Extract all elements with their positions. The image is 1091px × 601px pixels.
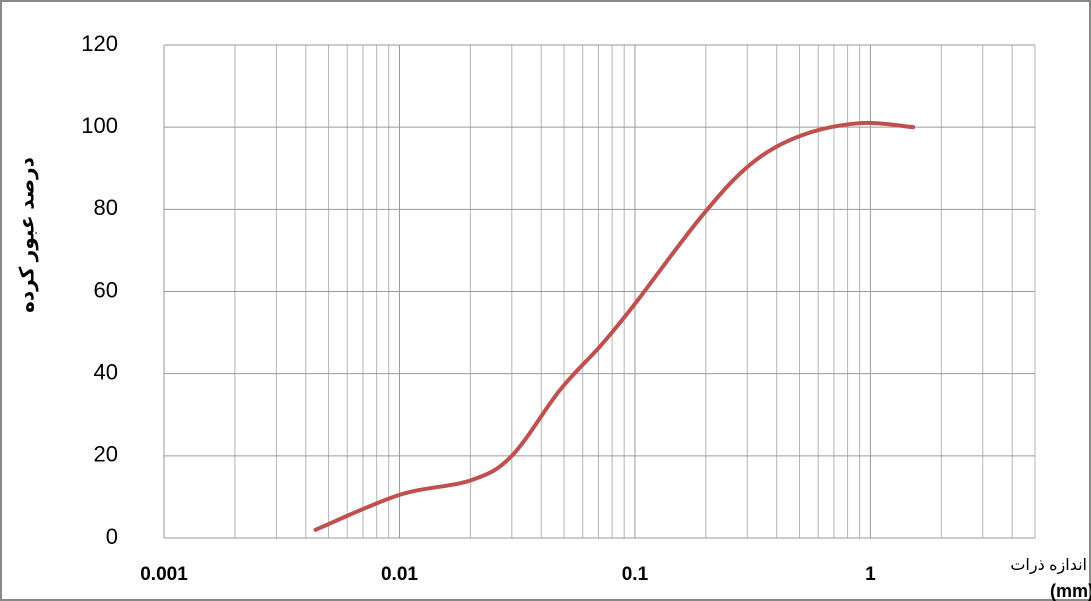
y-tick-label: 100	[81, 113, 118, 138]
y-tick-label: 40	[94, 359, 118, 384]
y-tick-label: 0	[106, 524, 118, 549]
x-tick-label: 0.001	[140, 564, 188, 585]
x-axis-unit: (mm)	[1050, 581, 1091, 601]
y-axis-label: درصد عبور کرده	[16, 157, 38, 313]
chart: درصد عبور کرده اندازه ذرات (mm) 0 20 40 60 8…	[0, 0, 1091, 601]
y-tick-label: 20	[94, 442, 118, 467]
y-tick-label: 120	[81, 31, 118, 56]
x-tick-label: 1	[865, 564, 876, 585]
x-tick-label: 0.01	[381, 564, 418, 585]
y-tick-label: 80	[94, 195, 118, 220]
y-tick-label: 60	[94, 277, 118, 302]
x-axis-label: اندازه ذرات	[1010, 557, 1087, 575]
data-line	[316, 123, 914, 530]
x-tick-label: 0.1	[622, 564, 649, 585]
